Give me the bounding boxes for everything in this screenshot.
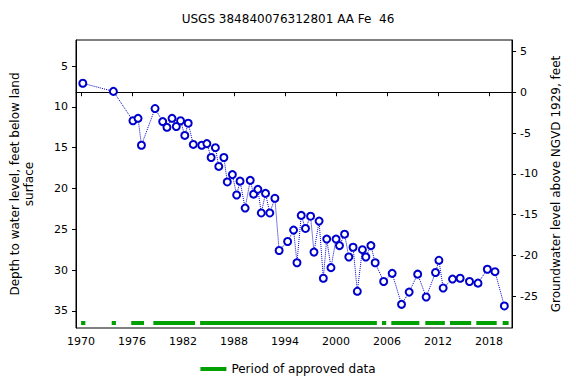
svg-text:10: 10 [54, 100, 68, 113]
svg-text:Depth to water level, feet bel: Depth to water level, feet below land [8, 72, 22, 295]
svg-text:1976: 1976 [118, 335, 146, 348]
svg-text:Period of approved data: Period of approved data [231, 362, 375, 376]
svg-text:USGS 384840076312801 AA Fe 46: USGS 384840076312801 AA Fe 46 [182, 12, 395, 26]
svg-text:0: 0 [520, 86, 527, 99]
svg-text:1994: 1994 [271, 335, 299, 348]
svg-text:20: 20 [54, 182, 68, 195]
svg-text:1982: 1982 [169, 335, 197, 348]
svg-text:2012: 2012 [424, 335, 452, 348]
svg-text:1988: 1988 [220, 335, 248, 348]
svg-text:Groundwater level above NGVD 1: Groundwater level above NGVD 1929, feet [549, 55, 563, 312]
svg-text:2018: 2018 [475, 335, 503, 348]
svg-text:15: 15 [54, 141, 68, 154]
svg-text:-15: -15 [520, 208, 538, 221]
svg-text:30: 30 [54, 264, 68, 277]
svg-text:-5: -5 [520, 127, 531, 140]
svg-text:-10: -10 [520, 167, 538, 180]
svg-text:5: 5 [61, 60, 68, 73]
svg-text:-20: -20 [520, 249, 538, 262]
svg-text:5: 5 [520, 45, 527, 58]
svg-text:2000: 2000 [322, 335, 350, 348]
svg-text:2006: 2006 [373, 335, 401, 348]
svg-text:surface: surface [22, 162, 36, 206]
svg-text:-25: -25 [520, 290, 538, 303]
svg-text:35: 35 [54, 304, 68, 317]
svg-text:25: 25 [54, 223, 68, 236]
svg-text:1970: 1970 [67, 335, 95, 348]
